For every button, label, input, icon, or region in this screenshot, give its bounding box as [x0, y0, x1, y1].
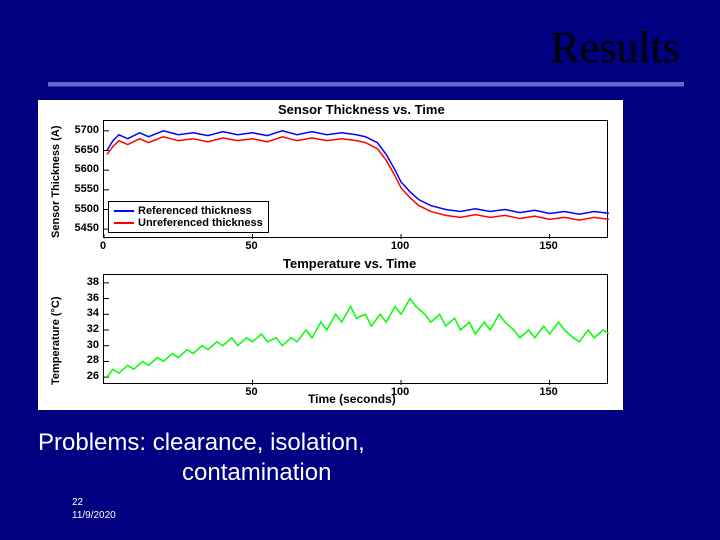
title-underline [48, 82, 684, 87]
chart1-xtick: 100 [388, 240, 412, 252]
chart2-xlabel: Time (seconds) [308, 392, 396, 406]
chart1-title: Sensor Thickness vs. Time [278, 102, 445, 117]
chart1-ytick: 5550 [67, 183, 99, 195]
chart1-legend: Referenced thickness Unreferenced thickn… [108, 201, 269, 233]
chart1-xtick: 50 [240, 240, 264, 252]
chart1-plot-area: Referenced thickness Unreferenced thickn… [103, 120, 608, 238]
chart2-plot-area [103, 274, 608, 384]
chart2-xtick: 150 [535, 386, 563, 398]
page-number: 22 [72, 497, 83, 508]
legend-item-referenced: Referenced thickness [114, 205, 263, 217]
body-line1: Problems: clearance, isolation, [38, 429, 365, 456]
chart2-ytick: 32 [81, 323, 99, 335]
chart1-ytick: 5700 [67, 124, 99, 136]
slide-title: Results [550, 22, 680, 73]
body-line2: contamination [182, 459, 331, 486]
legend-line-unreferenced [114, 222, 134, 224]
chart2-ylabel: Temperature (°C) [50, 296, 62, 385]
chart1-ytick: 5600 [67, 163, 99, 175]
slide-date: 11/9/2020 [72, 510, 116, 521]
chart2-xtick: 50 [238, 386, 266, 398]
legend-item-unreferenced: Unreferenced thickness [114, 217, 263, 229]
body-text: Problems: clearance, isolation, contamin… [38, 428, 365, 488]
slide-footer: 22 11/9/2020 [72, 496, 116, 522]
chart2-ytick: 30 [81, 339, 99, 351]
chart1-ytick: 5450 [67, 222, 99, 234]
chart2-ytick: 36 [81, 292, 99, 304]
legend-label-unreferenced: Unreferenced thickness [138, 217, 263, 229]
chart1-xtick: 150 [537, 240, 561, 252]
chart1-ytick: 5650 [67, 144, 99, 156]
chart2-xtick: 100 [386, 386, 414, 398]
chart2-svg [104, 275, 609, 385]
legend-label-referenced: Referenced thickness [138, 205, 252, 217]
chart2-title: Temperature vs. Time [283, 256, 416, 271]
legend-line-referenced [114, 210, 134, 212]
chart2-ytick: 26 [81, 370, 99, 382]
chart2-ytick: 28 [81, 354, 99, 366]
chart1-ylabel: Sensor Thickness (A) [50, 126, 62, 238]
chart2-ytick: 38 [81, 276, 99, 288]
chart2-ytick: 34 [81, 307, 99, 319]
chart-container: Sensor Thickness vs. Time Sensor Thickne… [38, 100, 623, 410]
chart1-xtick: 0 [91, 240, 115, 252]
chart1-ytick: 5500 [67, 203, 99, 215]
